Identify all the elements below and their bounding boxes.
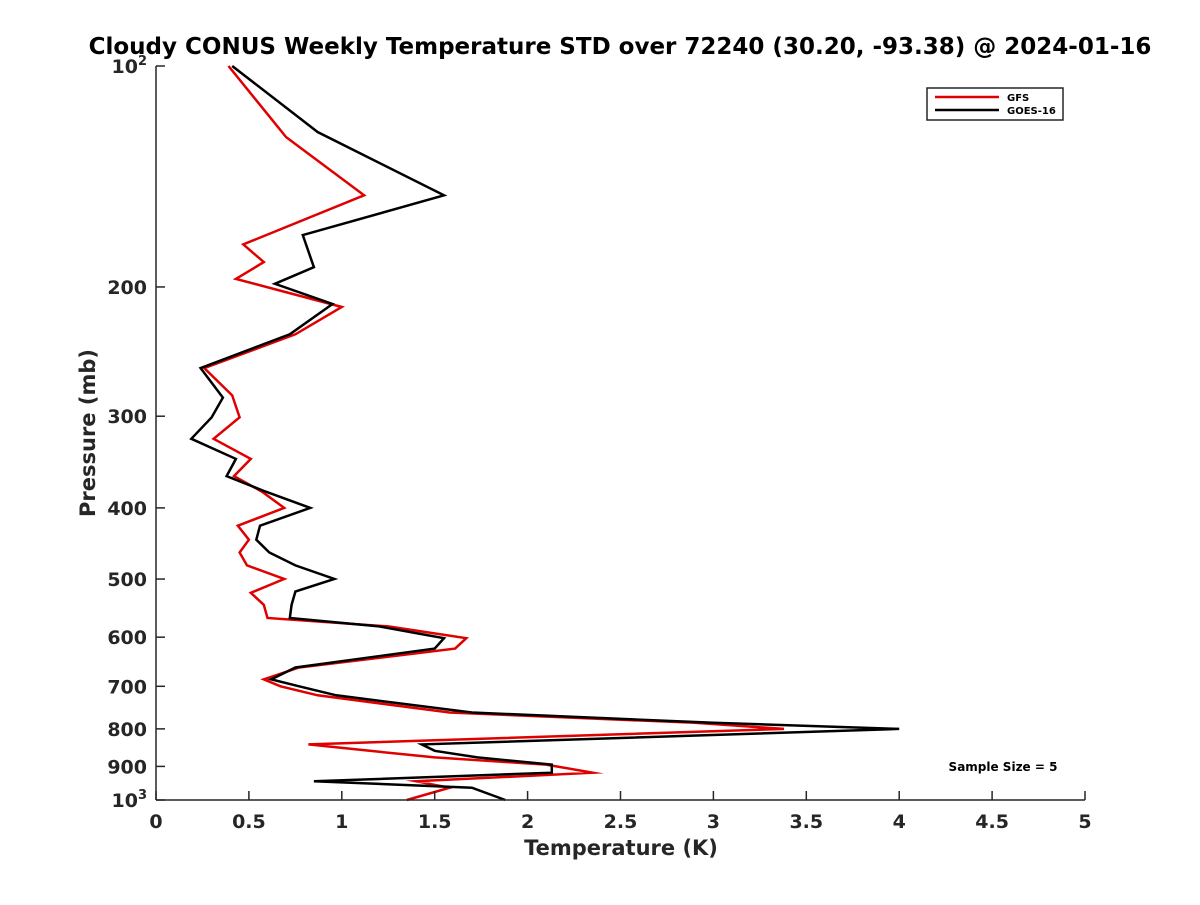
y-tick-label: 102 [112,54,148,78]
y-axis-label: Pressure (mb) [76,349,100,517]
plot-lines [189,65,900,802]
x-tick-label: 0.5 [232,811,266,833]
y-tick-label: 600 [107,627,147,649]
legend-label-gfs: GFS [1007,93,1029,104]
x-tick-label: 2.5 [604,811,638,833]
legend-label-goes-16: GOES-16 [1007,106,1056,117]
y-tick-label: 800 [107,719,147,741]
y-tick-label: 103 [112,788,148,812]
chart-title: Cloudy CONUS Weekly Temperature STD over… [89,34,1152,60]
x-tick-label: 5 [1078,811,1091,833]
y-tick-label: 900 [107,756,147,778]
x-axis-label: Temperature (K) [524,836,718,860]
x-tick-label: 3 [707,811,720,833]
x-tick-label: 4 [893,811,906,833]
y-tick-label: 200 [107,277,147,299]
legend-box [926,87,1064,121]
x-tick-label: 1 [335,811,348,833]
x-tick-label: 3.5 [789,811,823,833]
legend: GFS GOES-16 [926,87,1064,121]
sample-size-annotation: Sample Size = 5 [949,760,1058,774]
x-tick-label: 2 [521,811,534,833]
series-line-goes-16 [189,65,900,802]
x-tick-label: 0 [149,811,162,833]
series-line-gfs [202,65,785,802]
axes: 0 0.5 1 1.5 2 2.5 3 3.5 4 4.5 5 102 200 300 400 500 600 7… [107,54,1091,833]
x-tick-label: 4.5 [975,811,1009,833]
y-tick-label: 400 [107,498,147,520]
y-tick-label: 300 [107,406,147,428]
y-tick-label: 500 [107,569,147,591]
y-tick-label: 700 [107,676,147,698]
x-tick-label: 1.5 [418,811,452,833]
